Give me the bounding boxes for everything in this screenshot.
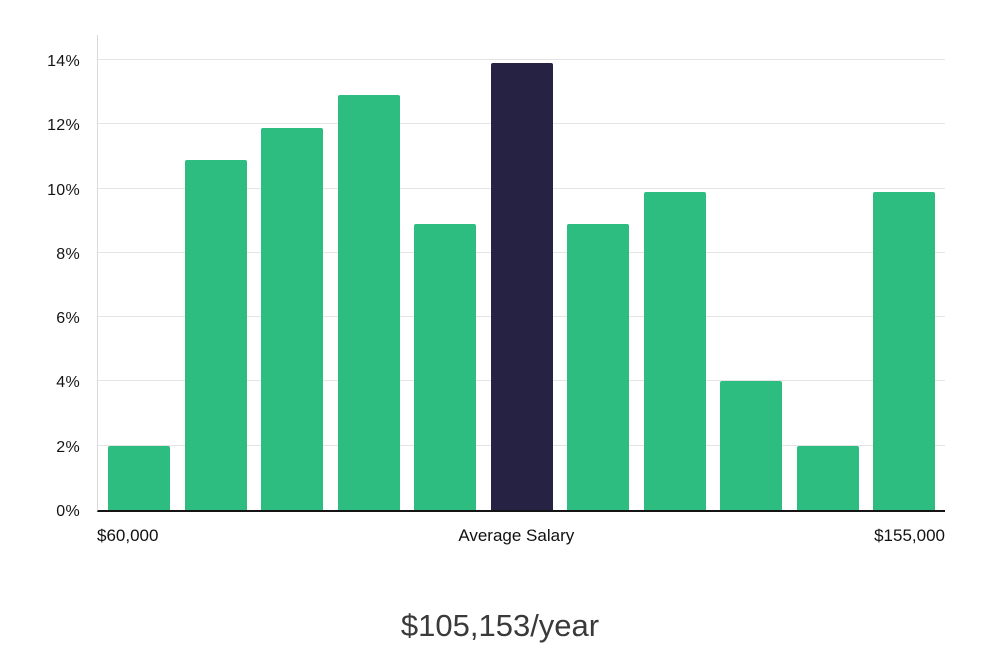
bar-salary-bucket[interactable] xyxy=(796,445,859,510)
bar-salary-bucket[interactable] xyxy=(337,95,400,510)
x-label-max-salary: $155,000 xyxy=(874,526,945,545)
y-tick-label: 8% xyxy=(56,245,80,263)
bar-salary-bucket[interactable] xyxy=(108,445,170,510)
y-tick-label: 2% xyxy=(56,438,80,456)
bar-salary-bucket[interactable] xyxy=(643,191,706,510)
y-tick-label: 14% xyxy=(47,53,80,70)
plot-area xyxy=(97,35,945,512)
bar-salary-bucket[interactable] xyxy=(720,381,782,510)
average-salary-value: $105,153/year xyxy=(400,608,600,643)
bar-salary-bucket[interactable] xyxy=(184,159,247,510)
bars xyxy=(98,35,945,510)
bar-average-salary-highlighted[interactable] xyxy=(490,63,553,510)
bar-salary-bucket[interactable] xyxy=(414,223,476,510)
y-tick-label: 4% xyxy=(56,374,80,392)
bar-salary-bucket[interactable] xyxy=(567,223,629,510)
y-tick-label: 10% xyxy=(47,181,80,199)
x-label-average-salary: Average Salary xyxy=(458,526,575,545)
y-tick-label: 0% xyxy=(56,503,80,520)
gridline xyxy=(98,59,945,60)
bar-salary-bucket[interactable] xyxy=(873,191,935,510)
y-tick-label: 6% xyxy=(56,310,80,328)
bar-salary-bucket[interactable] xyxy=(261,127,323,510)
x-label-min-salary: $60,000 xyxy=(97,526,159,545)
x-axis: $60,000 Average Salary $155,000 xyxy=(97,526,945,546)
y-tick-label: 12% xyxy=(47,117,80,135)
y-axis: 0% 2% 4% 6% 8% 10% 12% 14% xyxy=(0,35,90,520)
